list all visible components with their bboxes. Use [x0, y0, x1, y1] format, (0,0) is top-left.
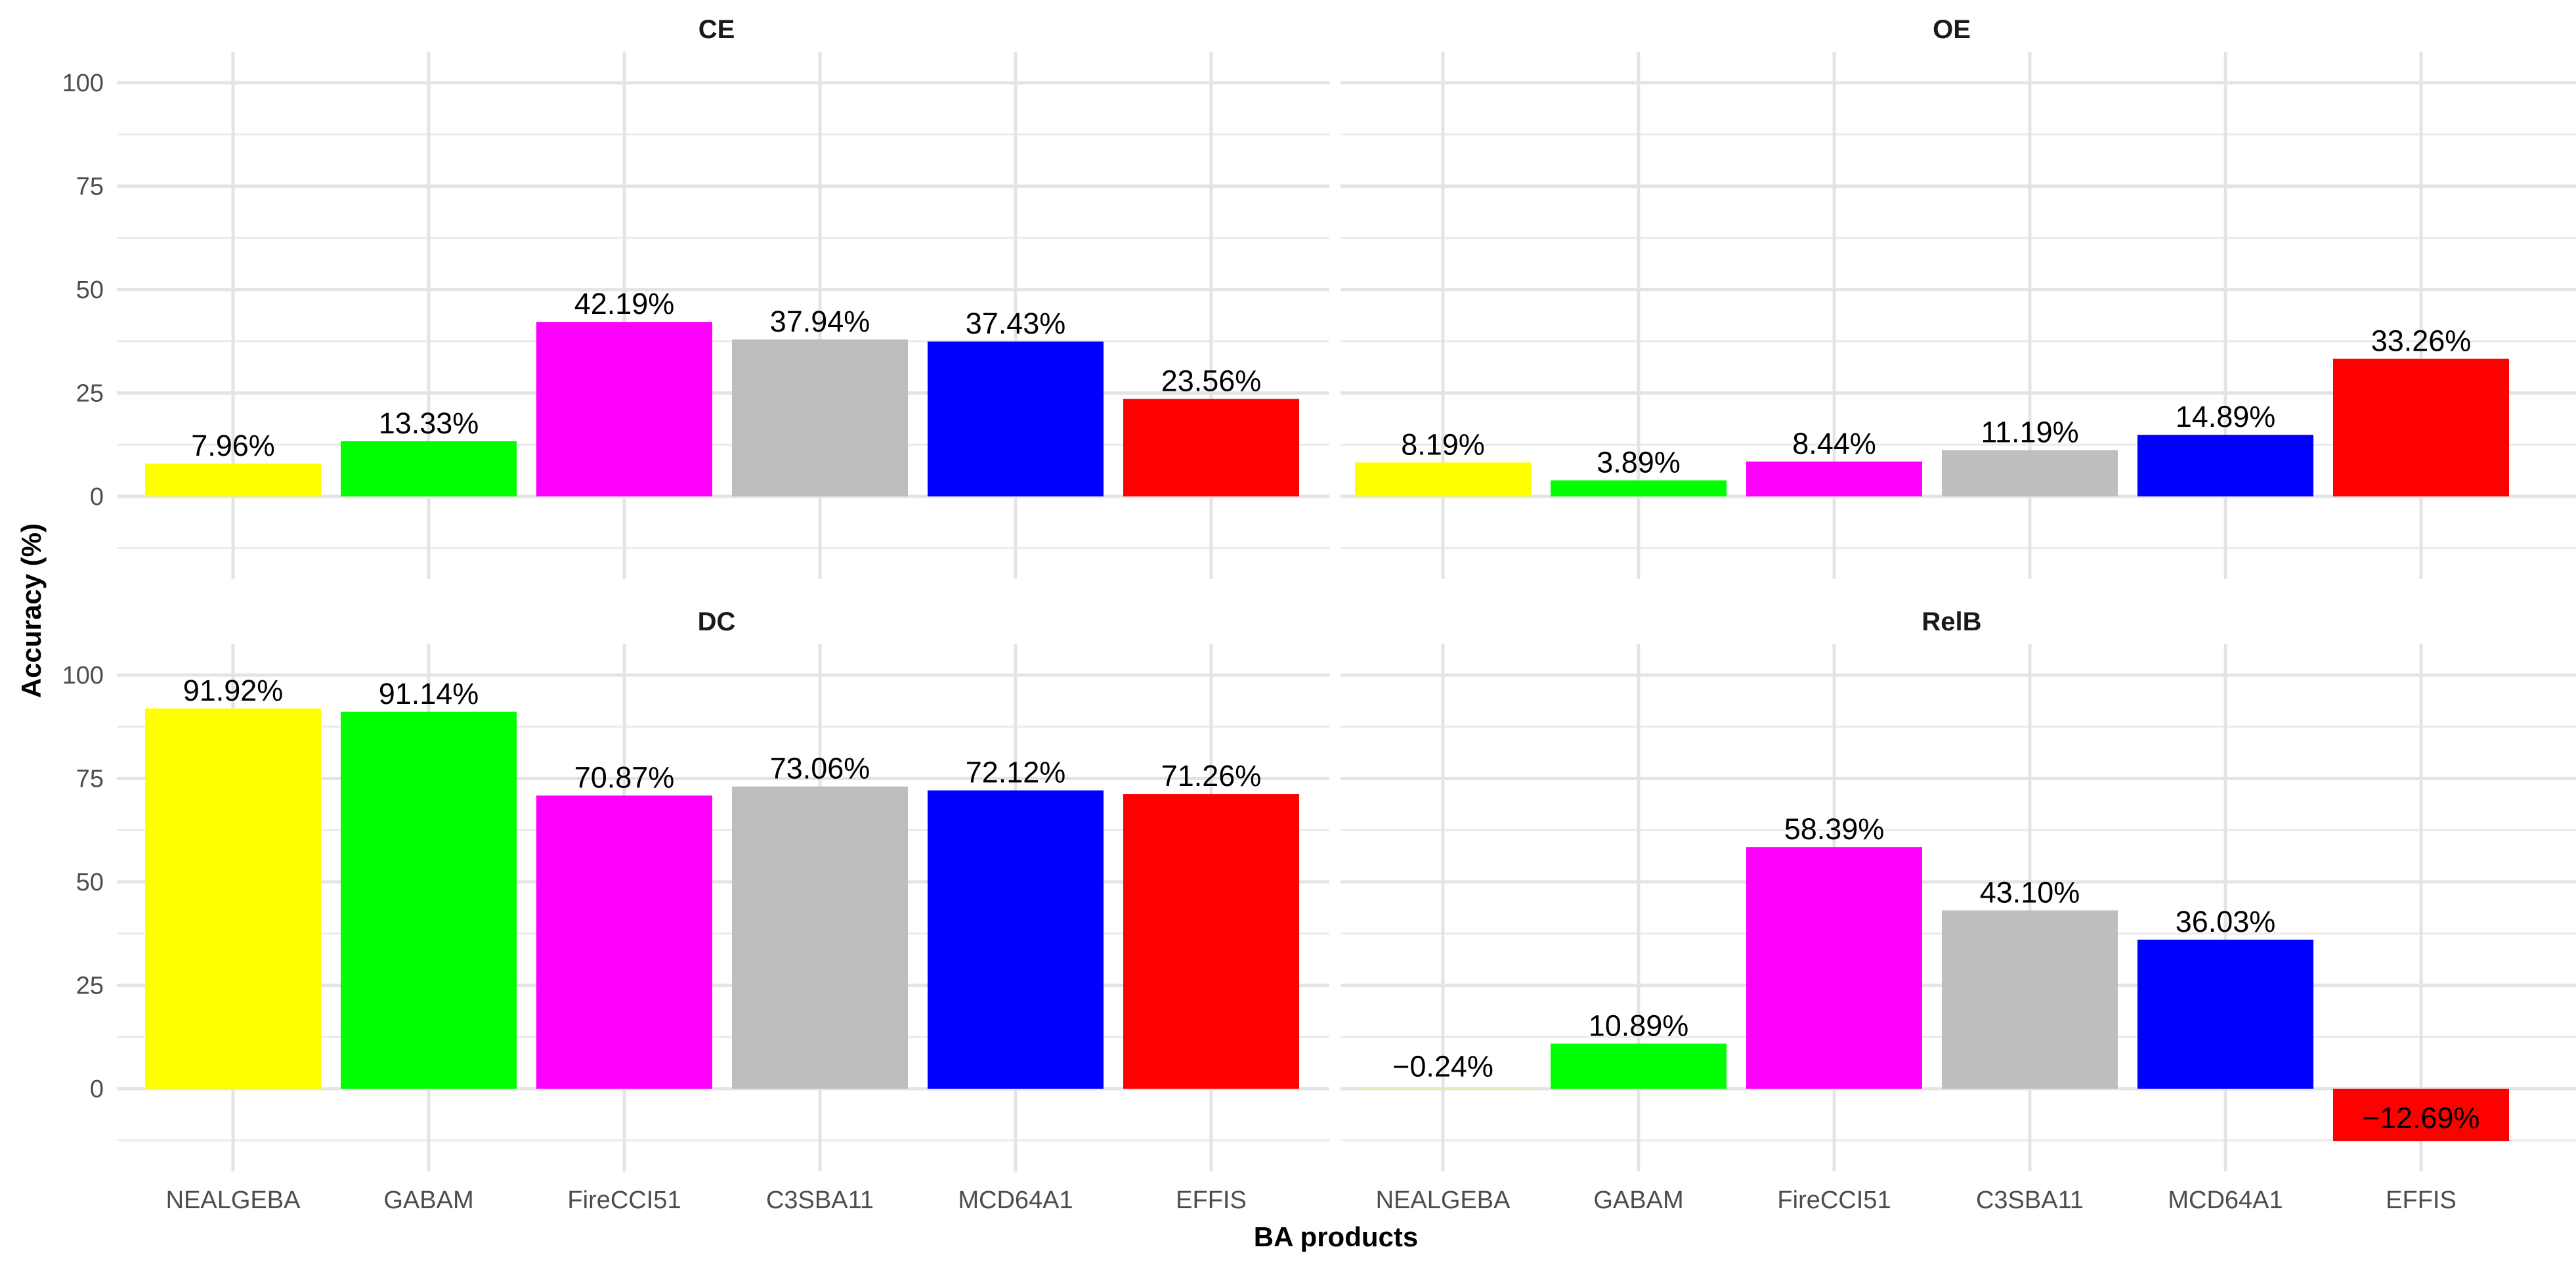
data-label: 33.26% — [2371, 324, 2472, 357]
data-label: 14.89% — [2176, 400, 2276, 433]
bar-dc-effis — [1123, 794, 1299, 1089]
bar-dc-c3sba11 — [732, 786, 908, 1089]
data-label: 10.89% — [1589, 1009, 1689, 1042]
data-label: 91.92% — [183, 674, 284, 707]
x-tick-label: FireCCI51 — [1777, 1187, 1891, 1214]
bar-relb-effis — [2333, 1089, 2509, 1141]
bar-oe-mcd64a1 — [2137, 435, 2313, 496]
y-tick-label: 25 — [76, 380, 104, 408]
bar-ce-effis — [1123, 399, 1299, 496]
x-tick-label: C3SBA11 — [766, 1187, 874, 1214]
panel-title: DC — [698, 607, 736, 636]
y-tick-label: 100 — [62, 70, 104, 97]
data-label: 11.19% — [1981, 416, 2078, 449]
data-label: 58.39% — [1784, 812, 1885, 846]
x-tick-label: EFFIS — [2386, 1187, 2457, 1214]
bar-ce-nealgeba — [145, 463, 321, 496]
bar-dc-nealgeba — [145, 708, 321, 1089]
data-label: 91.14% — [379, 677, 479, 710]
data-label: 73.06% — [770, 752, 870, 785]
data-label: 37.43% — [966, 307, 1066, 340]
bar-ce-gabam — [341, 441, 517, 496]
x-tick-label: MCD64A1 — [2168, 1187, 2283, 1214]
data-label: 23.56% — [1161, 364, 1262, 398]
x-tick-label: NEALGEBA — [1376, 1187, 1511, 1214]
data-label: 36.03% — [2176, 905, 2276, 938]
x-tick-label: MCD64A1 — [958, 1187, 1073, 1214]
data-label: 3.89% — [1597, 445, 1681, 479]
bar-layer — [145, 322, 2509, 1141]
data-label: 37.94% — [770, 305, 870, 338]
y-tick-label: 100 — [62, 662, 104, 689]
data-label: 71.26% — [1161, 759, 1262, 793]
x-axis-title: BA products — [1254, 1221, 1418, 1252]
data-label: 70.87% — [574, 761, 675, 795]
data-label: 8.44% — [1792, 427, 1876, 460]
data-label: −0.24% — [1392, 1050, 1493, 1083]
bar-dc-mcd64a1 — [928, 790, 1104, 1089]
y-tick-label: 0 — [90, 483, 104, 511]
y-tick-label: 0 — [90, 1076, 104, 1103]
y-tick-label: 50 — [76, 869, 104, 896]
bar-ce-c3sba11 — [732, 339, 908, 496]
data-label: 13.33% — [379, 406, 479, 440]
x-tick-label: NEALGEBA — [166, 1187, 301, 1214]
bar-oe-effis — [2333, 359, 2509, 496]
bar-relb-firecci51 — [1746, 847, 1922, 1089]
bar-ce-firecci51 — [536, 322, 712, 496]
bar-ce-mcd64a1 — [928, 341, 1104, 496]
bar-relb-c3sba11 — [1942, 910, 2118, 1089]
y-tick-label: 25 — [76, 972, 104, 1000]
x-tick-label: GABAM — [383, 1187, 473, 1214]
data-label: 7.96% — [191, 429, 275, 462]
bar-dc-firecci51 — [536, 795, 712, 1089]
bar-oe-nealgeba — [1355, 462, 1531, 496]
y-tick-label: 75 — [76, 766, 104, 793]
x-tick-label: EFFIS — [1176, 1187, 1247, 1214]
panel-title: CE — [698, 15, 735, 44]
y-tick-label: 50 — [76, 276, 104, 304]
bar-oe-c3sba11 — [1942, 450, 2118, 496]
data-label: −12.69% — [2363, 1101, 2480, 1135]
x-tick-label: GABAM — [1593, 1187, 1683, 1214]
text-layer: CE 0 25 50 75 100 7.96% 13.33% 42.19% 37.94% 37.43… — [62, 15, 2480, 1214]
bar-relb-nealgeba — [1355, 1089, 1531, 1090]
bar-oe-firecci51 — [1746, 461, 1922, 496]
x-tick-label: C3SBA11 — [1976, 1187, 2084, 1214]
bar-dc-gabam — [341, 711, 517, 1089]
data-label: 72.12% — [966, 756, 1066, 789]
bar-relb-gabam — [1551, 1043, 1727, 1089]
x-tick-label: FireCCI51 — [567, 1187, 681, 1214]
y-tick-label: 75 — [76, 173, 104, 201]
data-label: 42.19% — [574, 287, 675, 320]
bar-relb-mcd64a1 — [2137, 940, 2313, 1089]
panel-title: RelB — [1921, 607, 1981, 636]
panel-title: OE — [1933, 15, 1971, 44]
bar-oe-gabam — [1551, 480, 1727, 496]
data-label: 43.10% — [1980, 875, 2080, 909]
data-label: 8.19% — [1401, 427, 1485, 461]
y-axis-title: Accuracy (%) — [16, 523, 47, 698]
